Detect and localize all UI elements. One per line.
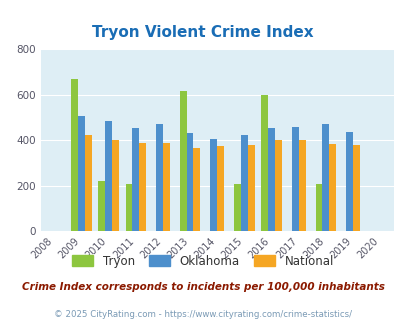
Bar [261, 95, 267, 231]
Bar [156, 124, 162, 231]
Bar [352, 145, 359, 231]
Bar [193, 148, 200, 231]
Bar [241, 135, 247, 231]
Bar [132, 128, 139, 231]
Bar [234, 184, 241, 231]
Text: © 2025 CityRating.com - https://www.cityrating.com/crime-statistics/: © 2025 CityRating.com - https://www.city… [54, 310, 351, 319]
Bar [162, 143, 169, 231]
Text: Crime Index corresponds to incidents per 100,000 inhabitants: Crime Index corresponds to incidents per… [21, 282, 384, 292]
Bar [186, 133, 193, 231]
Legend: Tryon, Oklahoma, National: Tryon, Oklahoma, National [67, 250, 338, 273]
Bar [274, 140, 281, 231]
Bar [78, 116, 85, 231]
Bar [112, 140, 118, 231]
Bar [328, 144, 335, 231]
Bar [139, 143, 145, 231]
Bar [179, 91, 186, 231]
Bar [217, 146, 224, 231]
Bar [125, 184, 132, 231]
Bar [291, 127, 298, 231]
Bar [98, 181, 105, 231]
Text: Tryon Violent Crime Index: Tryon Violent Crime Index [92, 25, 313, 41]
Bar [85, 135, 91, 231]
Bar [267, 128, 274, 231]
Bar [322, 124, 328, 231]
Bar [71, 79, 78, 231]
Bar [247, 145, 254, 231]
Bar [210, 139, 217, 231]
Bar [105, 121, 112, 231]
Bar [315, 184, 322, 231]
Bar [345, 132, 352, 231]
Bar [298, 140, 305, 231]
